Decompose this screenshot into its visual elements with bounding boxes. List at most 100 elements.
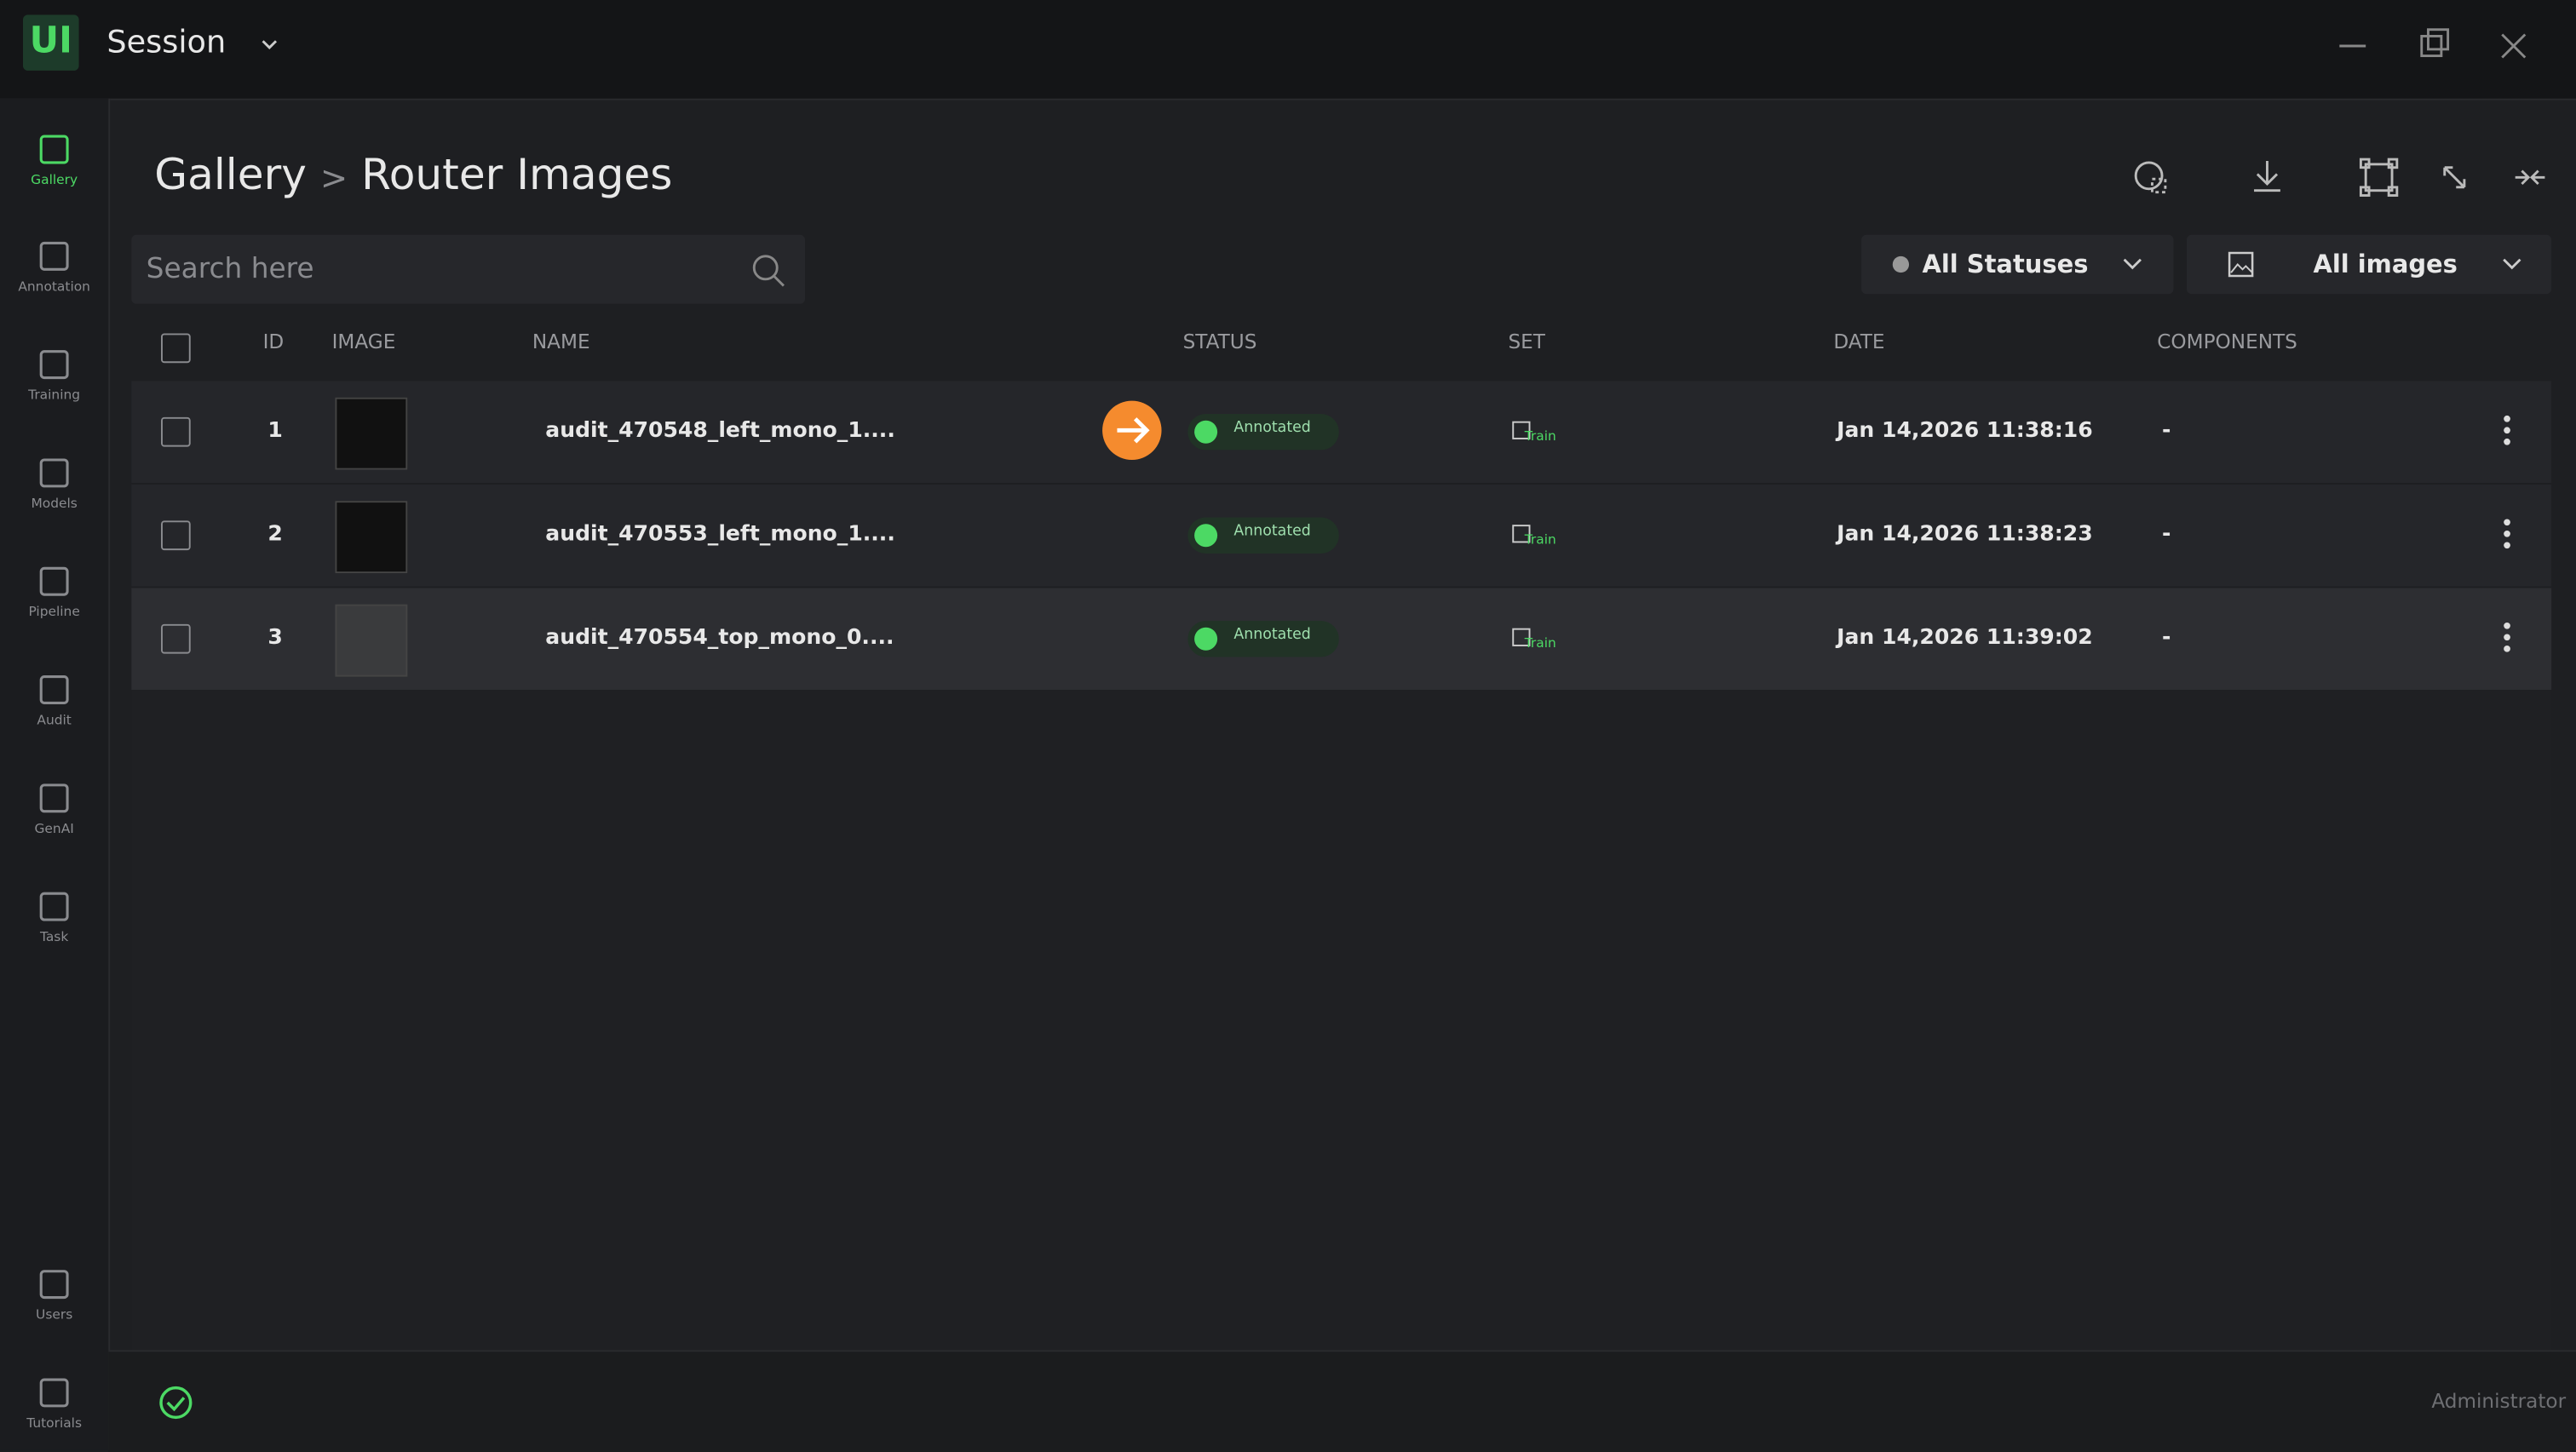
row-name: audit_470554_top_mono_0....: [545, 625, 894, 651]
open-button[interactable]: [1102, 400, 1162, 461]
image-icon: [2228, 251, 2254, 278]
table-row[interactable]: 2 audit_470553_left_mono_1.... Annotated Tr…: [131, 484, 2552, 587]
row-date: Jan 14,2026 11:39:02: [1837, 625, 2093, 651]
sidebar-item[interactable]: Tutorials: [0, 1375, 108, 1431]
sidebar-icon: [39, 892, 69, 921]
breadcrumb-separator: >: [319, 158, 348, 198]
logo: UI: [23, 14, 79, 71]
row-components: -: [2162, 625, 2171, 651]
sidebar-label: Pipeline: [28, 604, 80, 620]
row-components: -: [2162, 418, 2171, 444]
status-filter-label: All Statuses: [1922, 250, 2089, 279]
status-badge: Annotated: [1187, 621, 1339, 657]
row-id: 1: [267, 418, 283, 444]
sidebar-label: Annotation: [18, 278, 90, 295]
row-components: -: [2162, 522, 2171, 548]
title-bar: UI Session: [0, 0, 2576, 100]
sidebar-icon: [39, 783, 69, 813]
sidebar-item[interactable]: Users: [0, 1266, 108, 1323]
table-empty-area: [131, 690, 2552, 1351]
column-header: ID: [262, 330, 285, 353]
row-name: audit_470553_left_mono_1....: [545, 522, 895, 548]
sidebar-label: Task: [39, 929, 69, 944]
table-row[interactable]: 1 audit_470548_left_mono_1.... Annotated Tr…: [131, 381, 2552, 484]
row-checkbox[interactable]: [161, 416, 191, 447]
row-menu[interactable]: [2491, 518, 2524, 560]
column-header: DATE: [1833, 330, 1885, 353]
search-placeholder: Search here: [146, 253, 314, 286]
breadcrumb-root[interactable]: Gallery: [154, 151, 307, 201]
kebab-icon: [2504, 622, 2510, 652]
search-box[interactable]: Search here: [131, 234, 806, 304]
set-icon: [1512, 421, 1531, 439]
row-date: Jan 14,2026 11:38:23: [1837, 522, 2093, 548]
arrow-icon: [1117, 417, 1150, 444]
sidebar-item[interactable]: Gallery: [0, 131, 108, 187]
row-thumbnail[interactable]: [335, 604, 408, 677]
column-header: COMPONENTS: [2157, 330, 2297, 353]
status-badge: Annotated: [1187, 517, 1339, 554]
breadcrumb: Gallery > Router Images: [154, 151, 672, 200]
sidebar-label: Models: [31, 496, 78, 511]
sidebar-icon: [39, 675, 69, 704]
status-filter[interactable]: All Statuses: [1861, 234, 2174, 295]
sidebar-item[interactable]: GenAI: [0, 780, 108, 836]
row-name: audit_470548_left_mono_1....: [545, 418, 895, 444]
set-text: Train: [1524, 531, 1556, 548]
sidebar-label: Tutorials: [26, 1415, 83, 1431]
row-id: 2: [267, 522, 283, 548]
column-header: STATUS: [1182, 330, 1257, 353]
kebab-icon: [2504, 519, 2510, 549]
kebab-icon: [2504, 415, 2510, 445]
sidebar-icon: [39, 135, 69, 164]
row-id: 3: [267, 625, 283, 651]
select-all-checkbox[interactable]: [161, 333, 191, 364]
breadcrumb-current: Router Images: [361, 151, 673, 201]
sidebar-item[interactable]: Training: [0, 347, 108, 403]
sidebar-label: Audit: [37, 713, 72, 728]
row-checkbox[interactable]: [161, 623, 191, 654]
row-menu[interactable]: [2491, 414, 2524, 456]
toolbar-icons[interactable]: [2129, 154, 2556, 204]
sidebar-label: Gallery: [31, 172, 78, 187]
session-dropdown[interactable]: [258, 33, 281, 56]
set-icon: [1512, 525, 1531, 543]
sidebar: Gallery Annotation Training Models Pipeline A…: [0, 98, 111, 1450]
sidebar-icon: [39, 241, 69, 271]
status-text: Annotated: [1233, 524, 1311, 541]
sidebar-item[interactable]: Annotation: [0, 238, 108, 295]
sidebar-icon: [39, 1378, 69, 1408]
set-badge: Train: [1511, 626, 1577, 656]
set-icon: [1512, 628, 1531, 646]
status-dot: [1892, 255, 1910, 273]
sidebar-item[interactable]: Task: [0, 888, 108, 944]
status-dot: [1194, 524, 1218, 548]
sidebar-item[interactable]: Audit: [0, 672, 108, 728]
image-filter-label: All images: [2313, 250, 2458, 279]
row-thumbnail[interactable]: [335, 397, 408, 470]
set-badge: Train: [1511, 522, 1577, 552]
set-text: Train: [1524, 635, 1556, 651]
table-row[interactable]: 3 audit_470554_top_mono_0.... Annotated Tra…: [131, 588, 2552, 691]
sidebar-label: Users: [36, 1307, 73, 1323]
status-ok-icon: [159, 1386, 193, 1420]
sidebar-item[interactable]: Pipeline: [0, 564, 108, 620]
sidebar-icon: [39, 350, 69, 380]
window-controls[interactable]: [2333, 23, 2547, 69]
session-title[interactable]: Session: [106, 24, 227, 61]
sidebar-label: Training: [28, 387, 81, 403]
set-badge: Train: [1511, 419, 1577, 449]
sidebar-icon: [39, 566, 69, 596]
sidebar-icon: [39, 1270, 69, 1300]
image-filter[interactable]: All images: [2186, 234, 2552, 295]
row-thumbnail[interactable]: [335, 501, 408, 574]
row-menu[interactable]: [2491, 621, 2524, 663]
footer: Administrator: [108, 1350, 2576, 1452]
sidebar-item[interactable]: Models: [0, 455, 108, 511]
row-checkbox[interactable]: [161, 520, 191, 551]
dropdown-arrow: [2503, 258, 2521, 270]
search-icon: [752, 255, 785, 287]
status-text: Annotated: [1233, 420, 1311, 438]
